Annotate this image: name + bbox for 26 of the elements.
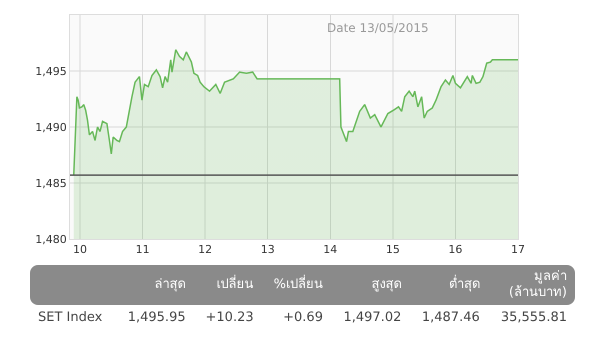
x-tick-label: 13 <box>260 243 275 256</box>
x-tick-label: 11 <box>136 243 150 256</box>
category-label: สูงสุด <box>330 265 410 305</box>
category-label: เปลี่ยน <box>194 265 262 305</box>
x-tick-label: 16 <box>448 243 462 256</box>
x-tick-label: 10 <box>73 243 88 256</box>
annotation: Date 13/05/2015 <box>327 21 429 35</box>
text: +0.69 <box>283 310 323 325</box>
category-label: ล่าสุด <box>115 265 194 305</box>
x-tick-label: 15 <box>386 243 400 256</box>
category-label: มูลค่า (ล้านบาท) <box>488 265 575 305</box>
text: 1,487.46 <box>422 310 480 325</box>
text: +10.23 <box>206 310 254 325</box>
category-label: ต่ำสุด <box>409 265 488 305</box>
y-tick-label: 1,480 <box>35 232 67 246</box>
text: 1,495.95 <box>128 310 186 325</box>
y-tick-label: 1,490 <box>35 120 67 134</box>
y-tick-label: 1,485 <box>35 176 67 190</box>
x-tick-label: 17 <box>511 243 525 256</box>
category-label: SET Index <box>38 310 102 325</box>
text: 1,497.02 <box>343 310 402 325</box>
category-label: %เปลี่ยน <box>262 265 331 305</box>
x-tick-label: 12 <box>198 243 212 256</box>
y-tick-label: 1,495 <box>35 64 67 78</box>
x-tick-label: 14 <box>323 243 338 256</box>
text: 35,555.81 <box>500 310 567 325</box>
